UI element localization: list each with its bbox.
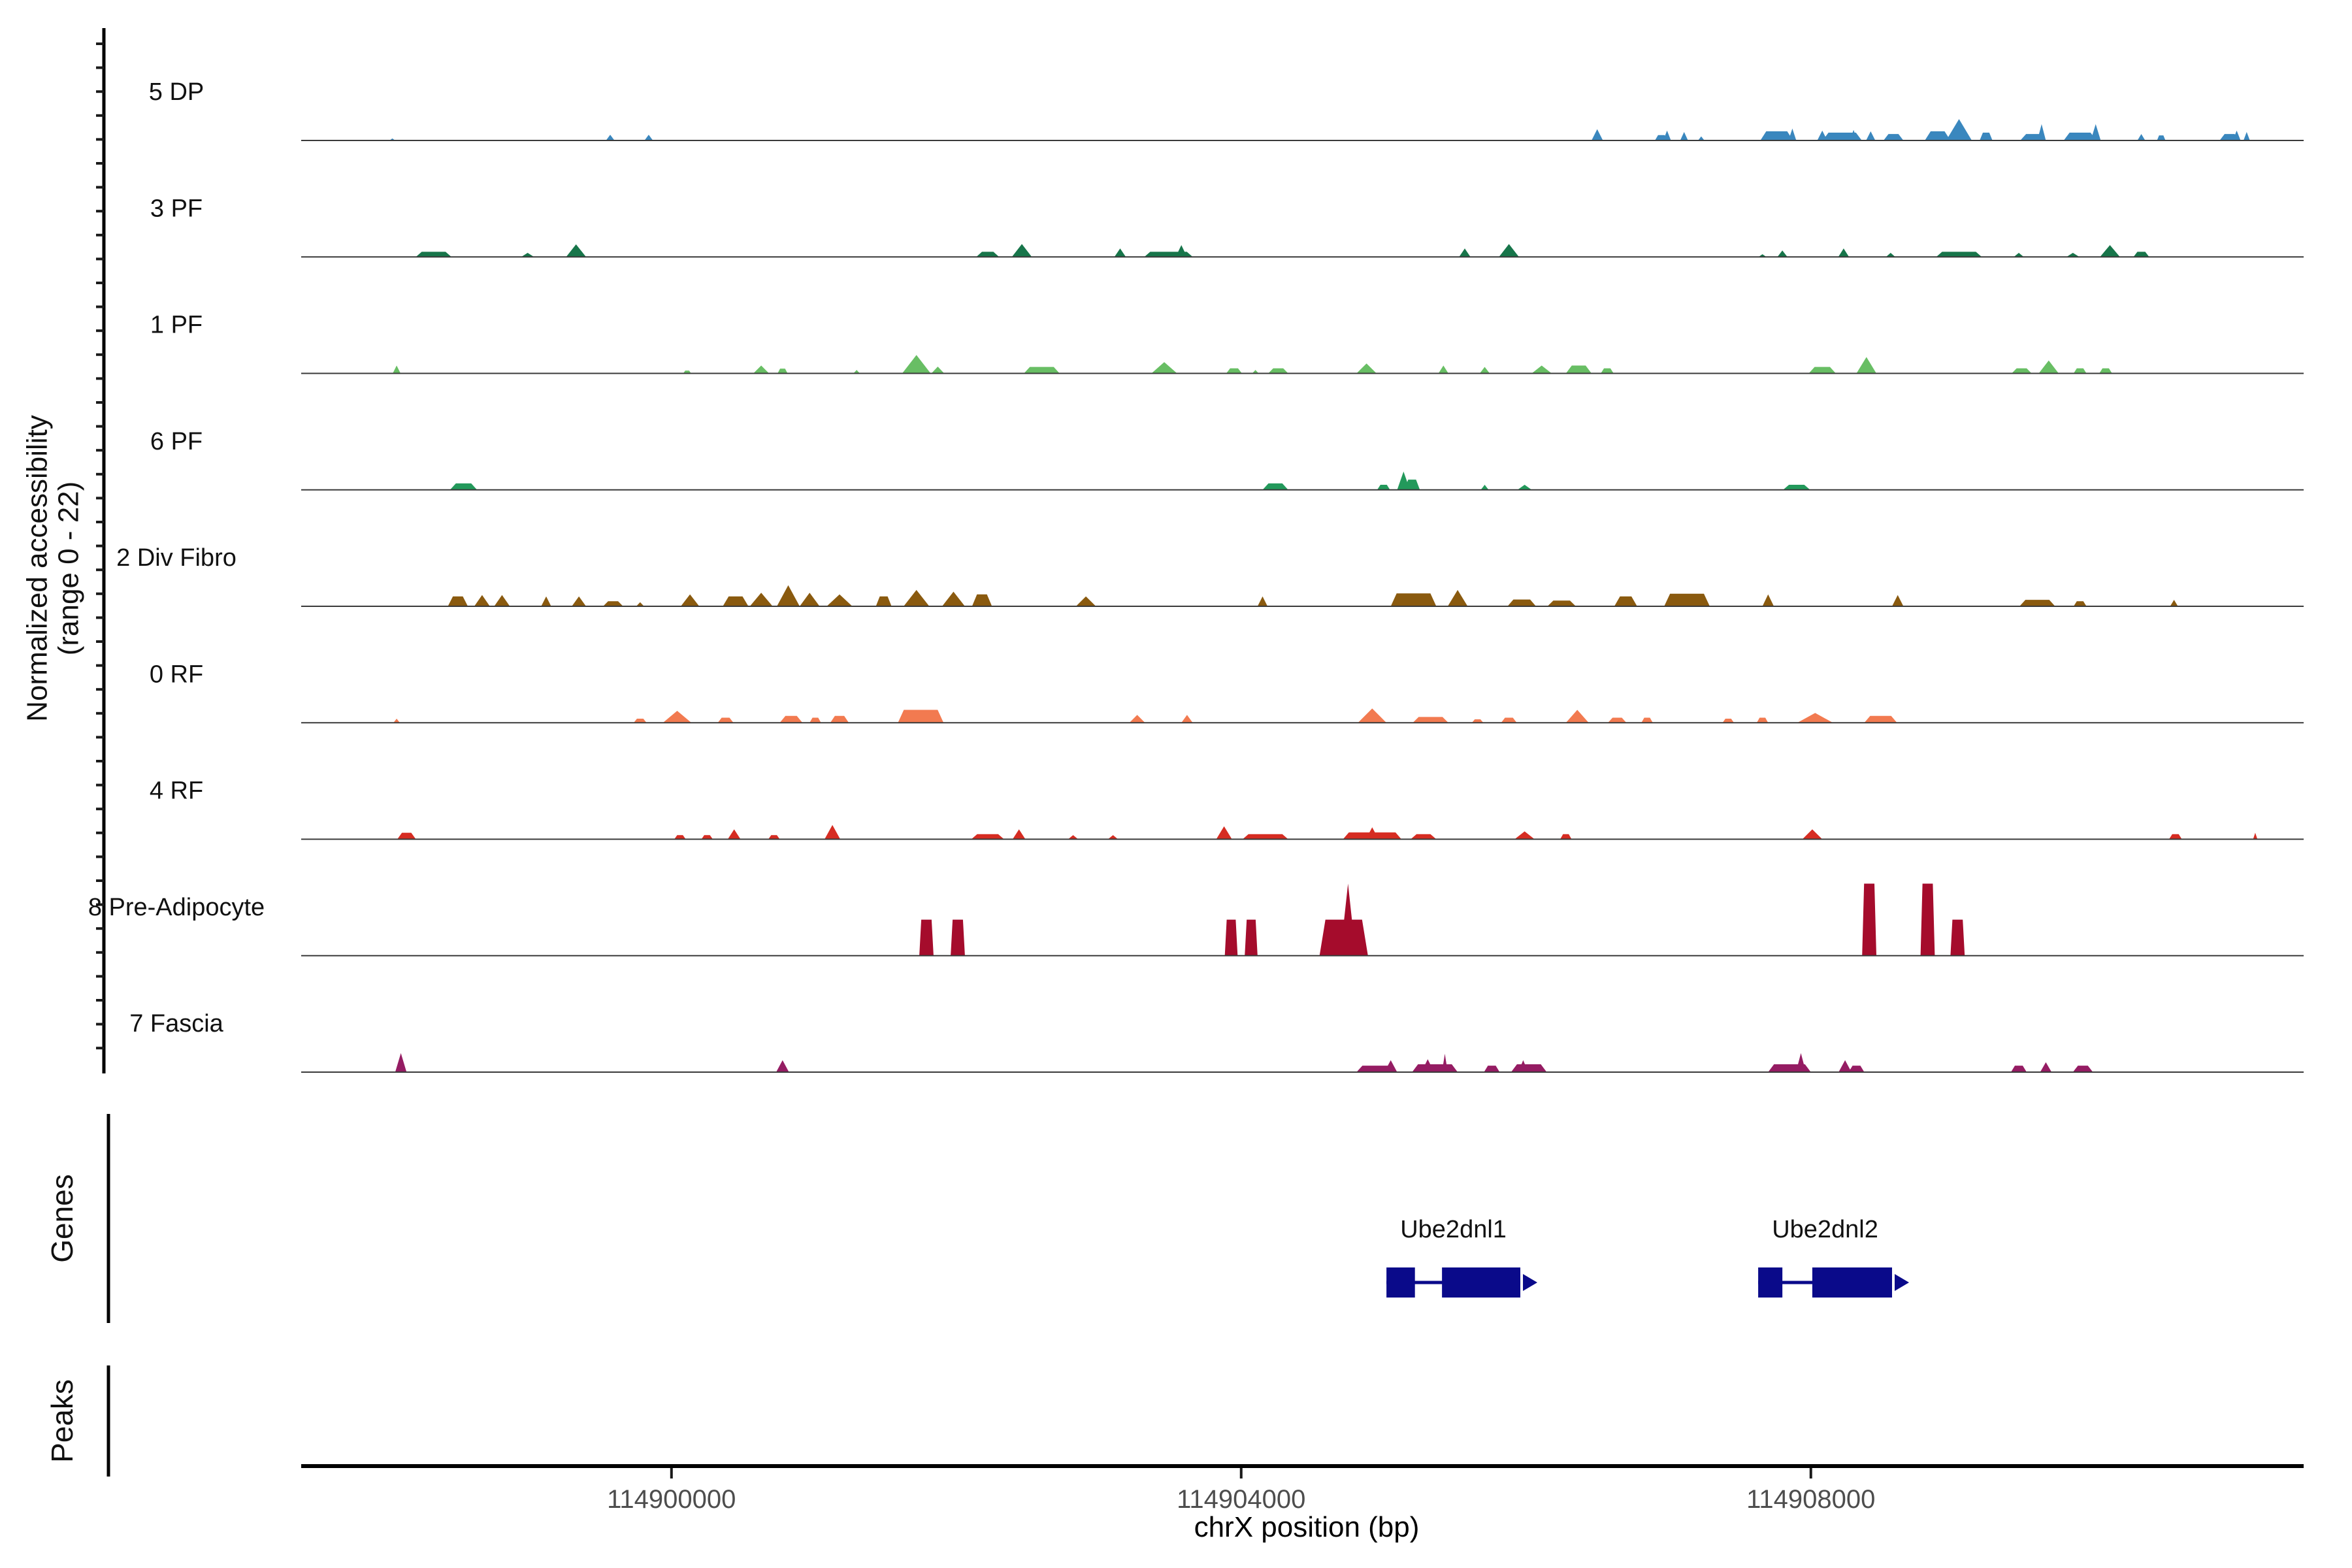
track-1-pf: 1 PF [150,312,2304,374]
x-axis-layer: 114900000 114904000 114908000 [301,1464,2304,1514]
track-8-pre-adipocyte: 8 Pre-Adipocyte [88,883,2304,956]
gene-exon [1442,1267,1521,1298]
track-3-pf: 3 PF [150,195,2304,258]
track-label-7-fascia: 7 Fascia [129,1010,223,1037]
track-label-5-dp: 5 DP [149,78,204,106]
track-signal [389,119,2250,140]
track-signal [397,825,2258,840]
genes-section-label: Genes [45,1174,79,1263]
gene-exon [1758,1267,1783,1298]
tracks-layer: 5 DP 3 PF 1 PF 6 PF 2 Div Fibro 0 RF 4 RF 8 Pre… [88,78,2304,1073]
track-signal [395,1053,2093,1072]
track-signal [393,708,1897,723]
track-signal [393,355,2112,374]
y-axis-label-line2: (range 0 - 22) [53,482,85,656]
gene-strand-arrow-icon [1894,1274,1909,1291]
track-label-4-rf: 4 RF [150,777,203,805]
track-5-dp: 5 DP [149,78,2304,141]
gene-Ube2dnl1: Ube2dnl1 [1386,1216,1538,1298]
x-tick-label: 114904000 [1177,1485,1305,1514]
gene-exon [1386,1267,1415,1298]
gene-name-label: Ube2dnl1 [1400,1216,1507,1243]
track-label-3-pf: 3 PF [150,195,203,222]
y-axis-label-line1: Normalized accessibility [22,415,54,721]
track-label-8-pre-adipocyte: 8 Pre-Adipocyte [88,894,265,921]
track-2-div-fibro: 2 Div Fibro [116,544,2304,607]
x-tick-label: 114908000 [1746,1485,1875,1514]
gene-strand-arrow-icon [1523,1274,1538,1291]
track-label-1-pf: 1 PF [150,312,203,339]
track-6-pf: 6 PF [150,428,2304,491]
track-0-rf: 0 RF [150,661,2304,724]
track-signal [919,883,1965,956]
y-axis-ruler [96,28,106,1073]
x-axis-title: chrX position (bp) [1194,1511,1420,1543]
genes-layer: Ube2dnl1 Ube2dnl2 [106,1114,1909,1477]
track-label-6-pf: 6 PF [150,428,203,455]
x-tick-label: 114900000 [607,1485,736,1514]
gene-exon [1812,1267,1892,1298]
track-label-0-rf: 0 RF [150,661,203,688]
peaks-section-label: Peaks [45,1379,79,1463]
track-signal [416,244,2149,257]
track-4-rf: 4 RF [150,777,2304,840]
gene-Ube2dnl2: Ube2dnl2 [1758,1216,1909,1298]
track-label-2-div-fibro: 2 Div Fibro [116,544,237,572]
track-7-fascia: 7 Fascia [129,1010,2304,1073]
track-signal [448,585,2178,606]
track-signal [449,471,1810,490]
gene-name-label: Ube2dnl2 [1772,1216,1878,1243]
